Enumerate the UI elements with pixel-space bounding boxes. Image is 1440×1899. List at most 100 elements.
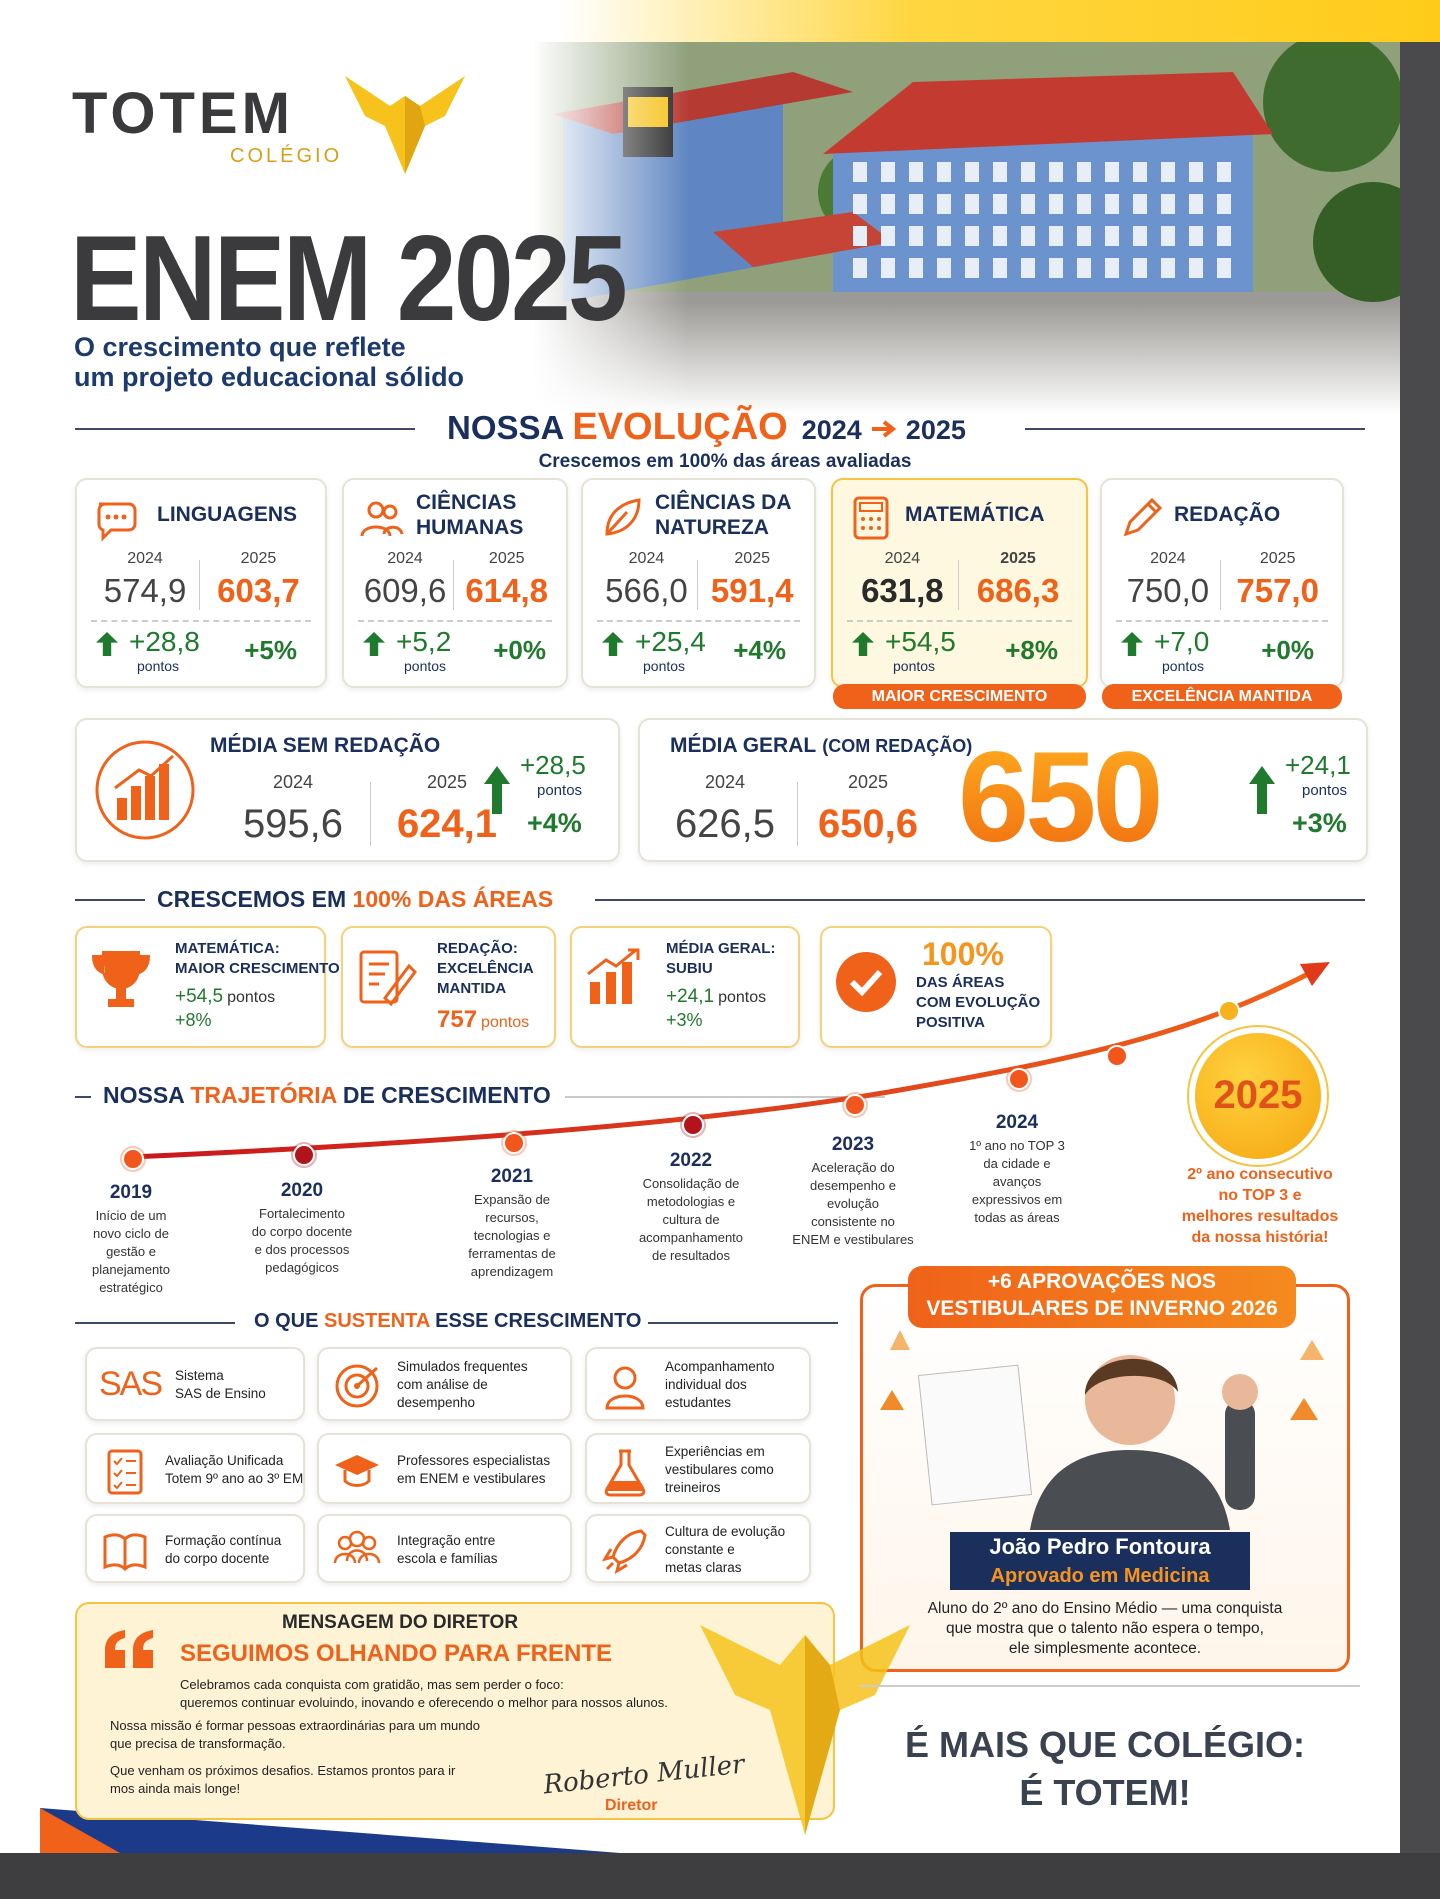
highlight-big: 100%	[922, 936, 1004, 972]
shape	[1121, 632, 1143, 656]
shape	[602, 632, 624, 656]
subtitle-2: um projeto educacional sólido	[74, 362, 465, 392]
final-text: 2º ano consecutivo	[1187, 1166, 1333, 1183]
shape	[335, 1364, 379, 1408]
highlight-value-number: 757	[437, 1006, 478, 1033]
milestone-text: ferramentas de	[468, 1246, 556, 1261]
year-from: 2024	[801, 415, 862, 445]
pillar-icon	[101, 1447, 149, 1502]
pillar-text: SAS de Ensino	[175, 1386, 266, 1401]
shape	[605, 498, 641, 536]
year-label: 2025	[488, 550, 525, 567]
highlight-title: MÉDIA GERAL:	[666, 940, 776, 957]
shape	[335, 1454, 379, 1475]
shape	[333, 1530, 381, 1563]
pillar-icon	[333, 1447, 381, 1502]
highlight-title: EXCELÊNCIA	[437, 960, 534, 977]
logo-emblem	[345, 76, 465, 174]
pct: +0%	[493, 635, 546, 665]
pillar-text: estudantes	[665, 1395, 732, 1410]
pct: +8%	[1005, 635, 1058, 665]
student-hair	[1085, 1358, 1178, 1395]
approval-text: ele simplesmente acontece.	[1008, 1640, 1202, 1657]
shape	[355, 1366, 379, 1388]
pillar-text: Simulados frequentes	[397, 1359, 528, 1374]
shape	[1123, 497, 1163, 537]
year-label: 2024	[628, 550, 665, 567]
shape	[606, 972, 616, 1004]
milestone-text: metodologias e	[646, 1194, 736, 1209]
score: 631,8	[861, 572, 944, 609]
emblem-shade	[405, 96, 425, 174]
pillar-text: Experiências em	[665, 1443, 765, 1459]
divider	[957, 560, 959, 610]
highlight-title: COM EVOLUÇÃO	[916, 994, 1041, 1011]
divider	[696, 560, 698, 610]
delta-unit: pontos	[1162, 658, 1205, 674]
year-label: 2025	[1000, 550, 1036, 567]
shape	[363, 632, 385, 656]
pillar-text: Professores especialistas	[397, 1452, 551, 1468]
shape	[333, 1548, 381, 1563]
student-name: João Pedro Fontoura	[950, 1532, 1250, 1562]
area-name: LINGUAGENS	[157, 502, 297, 527]
shape	[836, 952, 896, 1012]
shape	[359, 950, 399, 1004]
shape	[1123, 497, 1163, 537]
pillar-text: com análise de	[397, 1377, 488, 1392]
pillars-title-c: ESSE CRESCIMENTO	[435, 1310, 642, 1332]
highlight-value-number: +54,5	[175, 986, 224, 1007]
main-title-text: ENEM 2025	[70, 210, 628, 346]
milestone-text: desempenho e	[809, 1178, 896, 1193]
approval-text: que mostra que o talento não espera o te…	[946, 1620, 1264, 1637]
highlight-value: +24,1 pontos	[666, 986, 766, 1008]
shape	[836, 952, 896, 1012]
pillar-card: Cultura de evolução constante e metas clar…	[585, 1514, 811, 1583]
shape	[622, 962, 632, 1004]
score: 609,6	[363, 572, 447, 609]
delta-unit: pontos	[537, 782, 583, 799]
shape	[343, 1469, 371, 1487]
shape	[95, 740, 195, 840]
dashed-rule	[358, 620, 552, 622]
divider	[796, 782, 798, 846]
shape	[335, 1364, 379, 1408]
pillars-title: O QUE SUSTENTA ESSE CRESCIMENTO	[254, 1310, 641, 1333]
score: 614,8	[465, 572, 549, 609]
highlight-card: REDAÇÃO: EXCELÊNCIA MANTIDA 757 pontos	[341, 926, 556, 1048]
director-label: MENSAGEM DO DIRETOR	[281, 1612, 519, 1633]
pillar-text: treineiros	[665, 1479, 721, 1495]
delta: +7,0	[1154, 626, 1210, 657]
approval-title: VESTIBULARES DE INVERNO 2026	[926, 1297, 1278, 1320]
pillar-text: vestibulares como	[665, 1461, 774, 1477]
delta-unit: pontos	[1302, 782, 1348, 799]
delta-unit: pontos	[404, 658, 447, 674]
pillar-text: constante e	[665, 1541, 735, 1557]
top-strip	[560, 0, 1440, 42]
average-title-text: MÉDIA GERAL	[670, 734, 817, 757]
shape	[604, 1449, 646, 1496]
final-text: da nossa história!	[1191, 1229, 1329, 1246]
rule	[1025, 428, 1365, 430]
shape	[95, 740, 195, 840]
area-name-line: CIÊNCIAS	[416, 491, 517, 514]
shape	[367, 501, 385, 519]
trajectory-title: NOSSA TRAJETÓRIA DE CRESCIMENTO	[103, 1082, 551, 1109]
rule	[75, 428, 415, 430]
milestone-text: da cidade e	[983, 1156, 1051, 1171]
evolution-title-a: NOSSA	[447, 409, 565, 446]
highlight-title: REDAÇÃO:	[437, 940, 518, 957]
pillar-text: do corpo docente	[165, 1550, 270, 1566]
pillar-icon	[333, 1362, 381, 1417]
highlight-extra: +8%	[175, 1010, 212, 1030]
area-card: MATEMÁTICA 2024 631,8 2025 686,3 +54,5 pontos +…	[831, 478, 1088, 688]
shape	[360, 501, 404, 537]
milestone-text: Fortalecimento	[259, 1206, 345, 1221]
shape	[97, 502, 137, 542]
pct: +0%	[1261, 635, 1314, 665]
year-label: 2025	[240, 550, 277, 567]
up-arrow	[482, 764, 512, 821]
delta-unit: pontos	[893, 658, 936, 674]
shape	[335, 1454, 379, 1487]
